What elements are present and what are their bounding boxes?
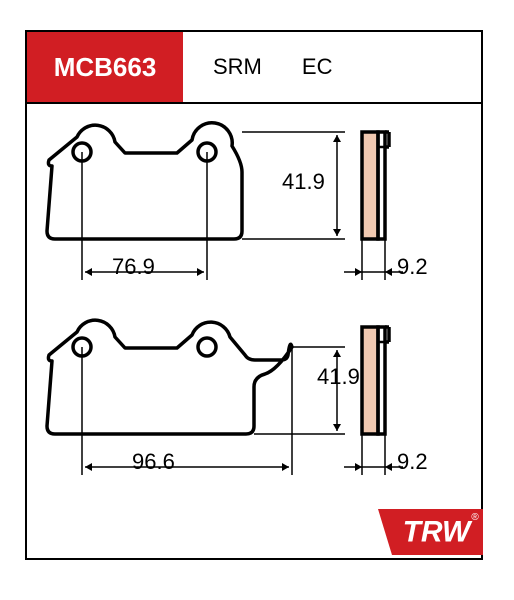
svg-text:TRW: TRW: [403, 516, 473, 549]
dim-thick-bottom: 9.2: [397, 449, 428, 475]
dim-height-top: 41.9: [282, 169, 325, 195]
svg-text:®: ®: [471, 512, 479, 523]
dim-width-bottom: 96.6: [132, 449, 175, 475]
dim-width-top: 76.9: [112, 254, 155, 280]
dim-height-bottom: 41.9: [317, 364, 360, 390]
code-ec: EC: [302, 54, 333, 80]
trw-logo: TRW®: [378, 509, 483, 555]
diagram-container: MCB663 SRM EC 41.9 76.9 9.2 41.9 96.6 9.…: [0, 0, 514, 600]
code-srm: SRM: [213, 54, 262, 80]
content-area: 41.9 76.9 9.2 41.9 96.6 9.2: [27, 102, 481, 558]
logo-wrap: TRW®: [378, 509, 483, 560]
part-number: MCB663: [54, 52, 157, 83]
dim-thick-top: 9.2: [397, 254, 428, 280]
header-codes: SRM EC: [183, 32, 481, 102]
border-box: MCB663 SRM EC 41.9 76.9 9.2 41.9 96.6 9.…: [25, 30, 483, 560]
header-title-box: MCB663: [27, 32, 183, 102]
header: MCB663 SRM EC: [27, 32, 481, 104]
technical-drawing: [27, 102, 481, 558]
